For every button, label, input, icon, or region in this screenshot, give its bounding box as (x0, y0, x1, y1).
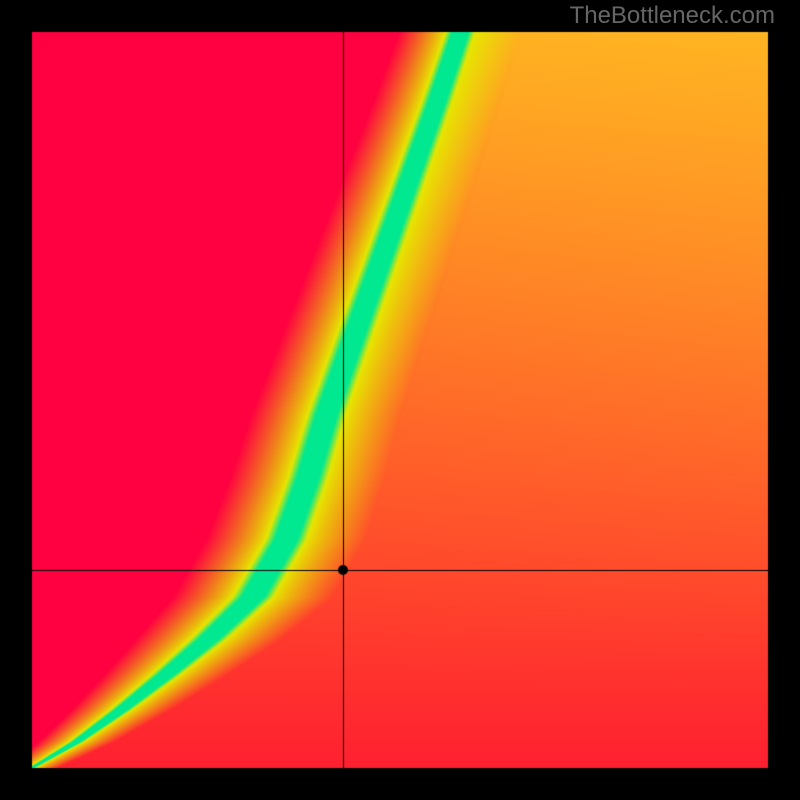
watermark-text: TheBottleneck.com (570, 2, 775, 30)
bottleneck-heatmap (0, 0, 800, 800)
chart-container: TheBottleneck.com (0, 0, 800, 800)
